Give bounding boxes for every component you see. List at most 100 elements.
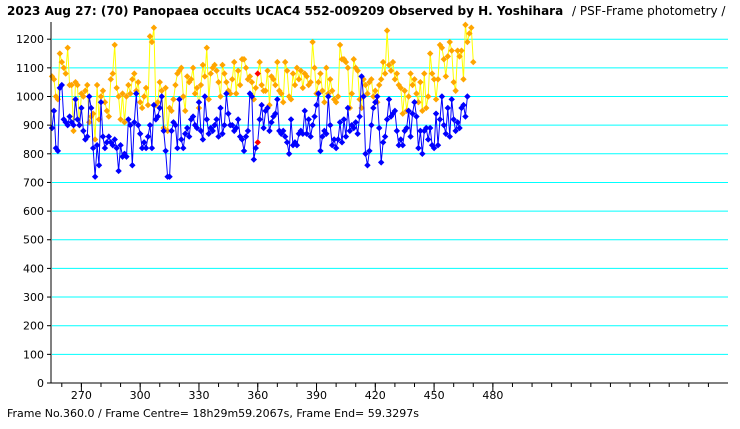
comparison-point-362 — [258, 81, 265, 89]
target-point-279 — [95, 162, 103, 169]
comparison-point-377 — [287, 96, 295, 103]
comparison-point-353 — [240, 56, 248, 63]
comparison-point-336 — [207, 70, 214, 77]
comparison-point-447 — [425, 93, 432, 100]
target-point-360 — [254, 139, 261, 146]
comparison-point-455 — [440, 56, 448, 63]
comparison-point-282 — [101, 99, 109, 106]
target-point-366 — [266, 127, 273, 135]
target-point-433 — [397, 136, 404, 143]
target-point-462 — [454, 119, 461, 126]
comparison-point-294 — [125, 81, 132, 89]
target-point-298 — [133, 90, 140, 97]
comparison-point-464 — [458, 47, 465, 54]
x-tick-label-480: 480 — [482, 389, 503, 402]
target-point-311 — [158, 93, 165, 100]
target-point-426 — [383, 116, 391, 123]
target-point-447 — [425, 136, 432, 143]
target-point-413 — [358, 73, 365, 80]
comparison-point-411 — [354, 67, 361, 74]
target-point-365 — [264, 104, 271, 112]
comparison-point-425 — [381, 70, 389, 77]
target-point-296 — [129, 162, 136, 169]
comparison-point-399 — [330, 96, 338, 103]
comparison-point-276 — [89, 110, 97, 117]
comparison-point-443 — [417, 78, 424, 86]
comparison-series-line — [51, 24, 474, 140]
target-point-412 — [356, 113, 363, 120]
comparison-point-445 — [421, 70, 428, 77]
comparison-point-426 — [383, 27, 391, 34]
comparison-point-262 — [62, 70, 69, 77]
target-point-460 — [450, 116, 457, 123]
comparison-point-379 — [291, 81, 299, 89]
comparison-point-381 — [295, 76, 303, 83]
target-point-362 — [258, 101, 265, 109]
comparison-point-415 — [362, 81, 369, 89]
comparison-point-285 — [107, 76, 114, 83]
comparison-point-439 — [409, 81, 416, 89]
target-point-417 — [366, 147, 373, 155]
comparison-point-465 — [460, 76, 467, 83]
comparison-point-306 — [148, 38, 156, 46]
target-point-316 — [168, 127, 175, 135]
target-point-268 — [74, 116, 81, 123]
target-point-410 — [352, 119, 359, 126]
target-point-451 — [432, 110, 440, 117]
target-point-459 — [448, 96, 455, 103]
y-tick-label-1200: 1200 — [16, 33, 44, 46]
y-tick-label-600: 600 — [23, 205, 44, 218]
target-point-390 — [313, 101, 320, 109]
comparison-point-416 — [364, 90, 371, 97]
comparison-point-400 — [332, 99, 340, 106]
comparison-point-261 — [60, 64, 67, 72]
target-point-455 — [440, 121, 448, 129]
target-point-344 — [223, 90, 230, 97]
target-point-319 — [174, 144, 181, 152]
comparison-point-263 — [64, 44, 71, 51]
comparison-point-398 — [328, 87, 336, 94]
comparison-point-387 — [307, 78, 314, 86]
target-point-355 — [244, 127, 252, 135]
target-point-339 — [213, 116, 220, 123]
target-point-304 — [144, 133, 152, 140]
comparison-point-375 — [283, 67, 291, 74]
y-tick-label-800: 800 — [23, 148, 44, 161]
target-point-282 — [101, 144, 109, 152]
comparison-point-350 — [234, 67, 242, 74]
comparison-point-448 — [426, 50, 434, 57]
comparison-point-424 — [379, 58, 387, 66]
comparison-point-440 — [411, 76, 418, 83]
target-point-391 — [315, 90, 322, 97]
target-point-396 — [325, 93, 332, 100]
comparison-point-412 — [356, 96, 363, 103]
target-point-281 — [99, 133, 107, 140]
target-point-343 — [221, 121, 228, 129]
comparison-point-325 — [185, 78, 193, 86]
comparison-point-328 — [191, 90, 199, 97]
comparison-point-290 — [117, 116, 124, 123]
comparison-point-359 — [252, 84, 259, 92]
target-point-286 — [109, 141, 116, 149]
target-point-338 — [211, 121, 218, 129]
comparison-point-332 — [199, 61, 207, 69]
target-point-302 — [140, 139, 148, 146]
target-point-325 — [185, 133, 193, 140]
comparison-point-324 — [184, 73, 191, 80]
target-point-256 — [50, 107, 58, 115]
target-point-450 — [430, 144, 438, 152]
x-tick-label-450: 450 — [424, 389, 445, 402]
comparison-point-278 — [93, 81, 101, 89]
series-layer — [48, 21, 477, 180]
comparison-point-286 — [109, 70, 116, 77]
comparison-point-303 — [142, 84, 150, 92]
target-point-330 — [195, 99, 203, 106]
comparison-point-419 — [370, 93, 377, 100]
target-point-452 — [434, 141, 442, 149]
target-point-341 — [217, 104, 224, 112]
grid-lines — [52, 38, 728, 355]
comparison-point-322 — [180, 93, 187, 100]
comparison-point-420 — [372, 87, 379, 94]
comparison-point-260 — [58, 58, 65, 66]
target-point-386 — [305, 116, 312, 123]
